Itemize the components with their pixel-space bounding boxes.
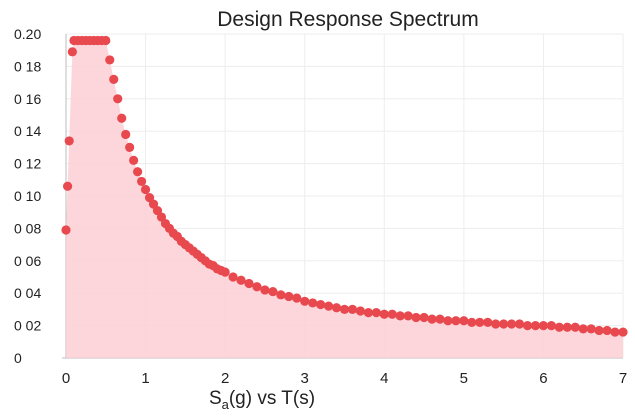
data-point <box>507 319 517 329</box>
data-point <box>331 303 342 313</box>
data-point <box>379 309 389 319</box>
data-point <box>105 55 115 65</box>
data-point <box>419 312 429 323</box>
chart-title: Design Response Spectrum <box>217 8 478 31</box>
y-tick-label: 0 02 <box>14 318 41 334</box>
data-point <box>228 272 238 282</box>
data-point <box>64 136 74 146</box>
data-point <box>292 293 302 303</box>
y-tick-label: 0 12 <box>14 156 41 172</box>
data-point <box>220 267 230 277</box>
y-tick-label: 0 14 <box>14 123 41 139</box>
x-tick-label: 0 <box>62 370 70 387</box>
data-point <box>451 316 461 326</box>
data-point <box>427 314 437 324</box>
data-point <box>236 275 246 285</box>
data-point <box>339 304 350 314</box>
data-point <box>570 322 580 332</box>
y-tick-label: 0 16 <box>14 91 41 107</box>
data-point <box>308 298 318 308</box>
data-point <box>140 184 151 195</box>
x-tick-label: 5 <box>460 370 468 387</box>
spectrum-area-fill <box>66 40 623 358</box>
data-point <box>522 321 533 331</box>
y-tick-label: 0 06 <box>14 253 41 269</box>
x-axis-label-rest: (g) vs T(s) <box>229 388 315 409</box>
data-point <box>316 299 326 310</box>
data-point <box>67 47 77 57</box>
data-point <box>618 327 628 337</box>
data-point <box>62 181 73 191</box>
y-tick-label: 0 04 <box>14 285 41 301</box>
data-points <box>61 35 628 337</box>
y-tick-label: 0.20 <box>14 26 41 42</box>
data-point <box>467 317 477 327</box>
data-point <box>538 321 549 331</box>
data-point <box>594 325 604 336</box>
data-point <box>129 155 139 165</box>
x-axis-label-subscript: a <box>222 397 230 412</box>
data-point <box>562 322 572 332</box>
data-point <box>443 316 453 326</box>
data-point <box>300 296 310 306</box>
data-point <box>101 35 111 46</box>
data-point <box>411 312 421 323</box>
x-tick-label: 6 <box>539 370 547 387</box>
data-point <box>347 304 358 314</box>
x-tick-labels: 0 1 2 3 4 5 6 7 <box>62 370 627 387</box>
data-point <box>387 309 397 319</box>
data-point <box>284 291 294 302</box>
data-point <box>268 286 278 297</box>
data-point <box>491 319 501 329</box>
data-point <box>109 74 119 84</box>
x-tick-label: 7 <box>619 370 627 387</box>
data-point <box>363 308 373 318</box>
y-tick-label: 0 08 <box>14 220 41 236</box>
data-point <box>121 129 131 140</box>
x-tick-label: 1 <box>141 370 149 387</box>
data-point <box>514 319 525 329</box>
data-point <box>610 327 620 337</box>
x-axis-label: Sa(g) vs T(s) <box>209 388 315 412</box>
data-point <box>252 282 262 292</box>
data-point <box>483 317 493 327</box>
y-tick-labels: 0 0 02 0 04 0 06 0 08 0 10 0 12 0 14 0 16 0 18 0.2… <box>14 26 41 366</box>
y-tick-label: 0 <box>14 350 22 366</box>
data-point <box>323 301 334 311</box>
data-point <box>371 308 381 318</box>
data-point <box>403 311 413 321</box>
data-point <box>355 306 366 316</box>
data-point <box>459 316 469 326</box>
data-point <box>61 225 71 235</box>
y-tick-label: 0 10 <box>14 188 41 204</box>
data-point <box>125 142 135 152</box>
data-point <box>395 311 405 321</box>
y-tick-label: 0 18 <box>14 58 41 74</box>
data-point <box>546 321 556 331</box>
data-point <box>136 176 147 187</box>
x-tick-label: 3 <box>301 370 309 387</box>
data-point <box>244 278 254 289</box>
data-point <box>133 167 143 177</box>
data-point <box>602 325 612 336</box>
x-tick-label: 4 <box>380 370 388 387</box>
data-point <box>435 314 445 324</box>
data-point <box>578 324 588 334</box>
data-point <box>260 285 270 295</box>
data-point <box>586 324 596 334</box>
data-point <box>113 94 123 104</box>
data-point <box>554 322 564 332</box>
data-point <box>117 113 127 123</box>
data-point <box>530 321 541 331</box>
data-point <box>475 317 485 327</box>
data-point <box>276 290 286 300</box>
x-axis-label-main: S <box>209 388 222 409</box>
data-point <box>499 319 509 329</box>
x-tick-label: 2 <box>221 370 229 387</box>
